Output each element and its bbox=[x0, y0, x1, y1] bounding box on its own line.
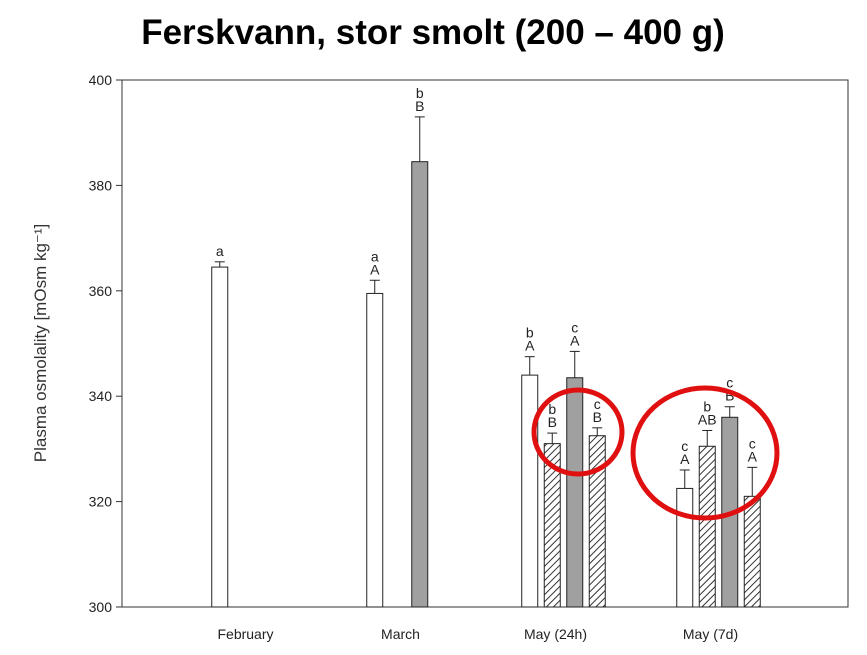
significance-letter: B bbox=[548, 414, 557, 430]
x-tick-label: May (24h) bbox=[524, 626, 587, 642]
highlight-circle bbox=[531, 387, 625, 477]
significance-letter: A bbox=[748, 448, 758, 464]
significance-letter: b bbox=[703, 398, 711, 414]
significance-letter: b bbox=[548, 401, 556, 417]
bar bbox=[698, 445, 716, 608]
y-tick-label: 400 bbox=[89, 72, 113, 88]
x-tick-label: May (7d) bbox=[683, 626, 738, 642]
y-tick-label: 380 bbox=[89, 177, 113, 193]
bar bbox=[566, 377, 584, 608]
significance-letter: a bbox=[216, 243, 224, 259]
significance-letter: A bbox=[525, 338, 535, 354]
y-tick-label: 360 bbox=[89, 283, 113, 299]
significance-letter: b bbox=[526, 325, 534, 341]
bar bbox=[411, 161, 429, 608]
x-tick-label: February bbox=[217, 626, 273, 642]
significance-letter: c bbox=[681, 438, 688, 454]
bar bbox=[676, 487, 694, 608]
significance-letter: c bbox=[749, 435, 756, 451]
significance-letter: a bbox=[371, 248, 379, 264]
significance-letter: A bbox=[680, 451, 690, 467]
significance-letter: c bbox=[571, 319, 578, 335]
y-tick-label: 340 bbox=[89, 388, 113, 404]
y-tick-label: 320 bbox=[89, 494, 113, 510]
y-tick-label: 300 bbox=[89, 599, 113, 615]
y-axis-label: Plasma osmolality [mOsm kg⁻¹] bbox=[31, 224, 50, 463]
bar bbox=[211, 266, 229, 608]
significance-letter: B bbox=[725, 388, 734, 404]
x-tick-label: March bbox=[381, 626, 420, 642]
bar bbox=[366, 292, 384, 608]
bar bbox=[588, 435, 606, 608]
significance-letter: b bbox=[416, 85, 424, 101]
plot: 300 320 340 360 380 400 February a March Aa Bb May … bbox=[89, 72, 761, 642]
significance-letter: B bbox=[415, 98, 424, 114]
significance-letter: B bbox=[593, 409, 602, 425]
significance-letter: c bbox=[594, 396, 601, 412]
bar bbox=[743, 495, 761, 608]
highlight-circle bbox=[630, 385, 780, 521]
significance-letter: AB bbox=[698, 411, 717, 427]
plot-frame bbox=[121, 79, 849, 608]
significance-letter: A bbox=[370, 261, 380, 277]
significance-letter: c bbox=[726, 375, 733, 391]
significance-letter: A bbox=[570, 332, 580, 348]
bar bbox=[521, 374, 539, 608]
chart-title: Ferskvann, stor smolt (200 – 400 g) bbox=[141, 13, 725, 52]
